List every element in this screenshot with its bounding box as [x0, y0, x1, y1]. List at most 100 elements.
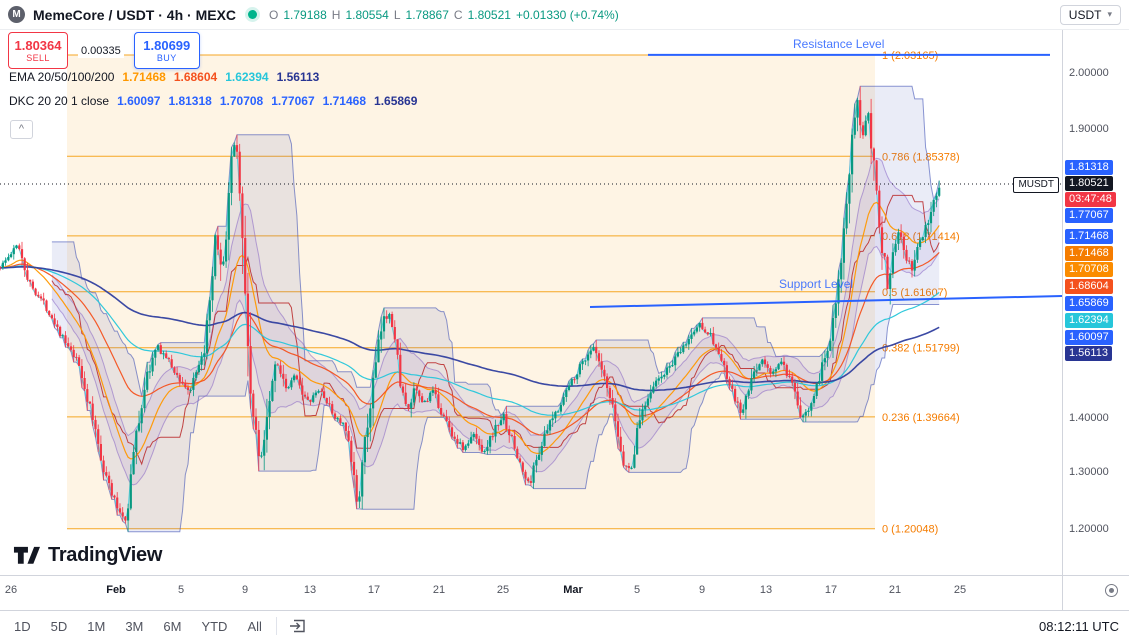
indicator-legend-row[interactable]: DKC 20 20 1 close 1.60097 1.81318 1.70708 1.… — [9, 94, 417, 108]
svg-text:0 (1.20048): 0 (1.20048) — [882, 524, 938, 536]
candlesticks[interactable] — [0, 86, 941, 532]
time-axis-label: 13 — [303, 584, 317, 596]
indicator-value: 1.65869 — [374, 94, 418, 108]
price-tag[interactable]: 1.71468 — [1065, 229, 1113, 244]
go-to-date-button[interactable] — [287, 615, 309, 637]
sell-button[interactable]: 1.80364 SELL — [8, 32, 68, 69]
high-label: H — [331, 7, 341, 22]
indicator-value: 1.56113 — [276, 70, 320, 84]
axis-settings-icon[interactable] — [1105, 584, 1118, 597]
price-tag[interactable]: 1.56113 — [1065, 346, 1112, 361]
high-value: 1.80554 — [345, 7, 389, 22]
chart-canvas[interactable]: 1 (2.03165)0.786 (1.85378)0.618 (1.71414… — [0, 30, 1062, 575]
low-label: L — [393, 7, 401, 22]
ohlc-values: O 1.79188 H 1.80554 L 1.78867 C 1.80521 … — [269, 8, 619, 22]
range-button-ytd[interactable]: YTD — [191, 615, 237, 638]
symbol-price-pill: MUSDT — [1013, 177, 1059, 193]
indicator-name: EMA 20/50/100/200 — [9, 70, 115, 84]
chart-topbar: M MemeCore / USDT · 4h · MEXC O 1.79188 … — [0, 0, 1129, 30]
tradingview-wordmark: TradingView — [48, 544, 163, 566]
candle-countdown-tag: 03:47:48 — [1065, 192, 1116, 207]
price-tag[interactable]: 1.60097 — [1065, 330, 1113, 345]
go-to-date-icon — [289, 619, 305, 633]
indicator-legend: EMA 20/50/100/200 1.71468 1.68604 1.62394 1.… — [9, 70, 417, 108]
symbol-title[interactable]: MemeCore / USDT · 4h · MEXC — [33, 6, 237, 23]
tradingview-logo[interactable]: TradingView — [12, 542, 162, 569]
collapse-indicators-button[interactable]: ^ — [10, 120, 33, 139]
time-axis-label: 26 — [4, 584, 18, 596]
svg-text:Support Level: Support Level — [779, 277, 853, 291]
symbol-logo-icon[interactable]: M — [8, 6, 25, 23]
time-axis-label: 17 — [367, 584, 381, 596]
price-tag[interactable]: 1.77067 — [1065, 208, 1113, 223]
indicator-value: 1.71468 — [122, 70, 166, 84]
indicator-value: 1.81318 — [168, 94, 212, 108]
svg-text:0.382 (1.51799): 0.382 (1.51799) — [882, 343, 960, 355]
ema-lines[interactable] — [0, 100, 940, 522]
time-axis-label: Mar — [563, 584, 583, 596]
time-axis-label: 25 — [953, 584, 967, 596]
utc-clock[interactable]: 08:12:11 UTC — [1039, 618, 1119, 634]
currency-value: USDT — [1068, 7, 1102, 22]
chevron-down-icon: ▾ — [1107, 9, 1112, 19]
range-button-3m[interactable]: 3M — [115, 615, 153, 638]
price-tag[interactable]: 1.65869 — [1065, 296, 1113, 311]
time-axis-label: 5 — [633, 584, 641, 596]
buy-label: BUY — [156, 52, 177, 63]
price-axis-label: 1.90000 — [1069, 123, 1109, 135]
axis-divider — [1062, 576, 1063, 610]
indicator-value: 1.70708 — [219, 94, 264, 108]
svg-text:1 (2.03165): 1 (2.03165) — [882, 50, 938, 62]
price-tag[interactable]: 1.70708 — [1065, 262, 1113, 277]
range-button-5d[interactable]: 5D — [41, 615, 78, 638]
buy-price: 1.80699 — [143, 37, 191, 53]
price-tag[interactable]: 1.81318 — [1065, 160, 1113, 175]
time-axis-label: 21 — [432, 584, 446, 596]
sell-price: 1.80364 — [14, 37, 62, 53]
svg-text:0.236 (1.39664): 0.236 (1.39664) — [882, 412, 960, 424]
svg-text:Resistance Level: Resistance Level — [793, 37, 884, 51]
buy-button[interactable]: 1.80699 BUY — [133, 32, 200, 69]
currency-dropdown[interactable]: USDT ▾ — [1059, 4, 1121, 25]
range-button-6m[interactable]: 6M — [153, 615, 191, 638]
resistance-line[interactable]: Resistance Level — [648, 37, 1050, 56]
indicator-value: 1.77067 — [271, 94, 315, 108]
time-axis-label: 25 — [496, 584, 510, 596]
price-axis-label: 1.40000 — [1069, 412, 1109, 424]
svg-text:0.5 (1.61607): 0.5 (1.61607) — [882, 287, 947, 299]
time-axis-label: 13 — [759, 584, 773, 596]
price-axis-label: 2.00000 — [1069, 67, 1109, 79]
spread-value: 0.00335 — [78, 43, 124, 58]
price-tag[interactable]: 1.71468 — [1065, 246, 1113, 261]
tradingview-mark-icon — [13, 546, 40, 564]
time-axis-label: Feb — [106, 584, 126, 596]
current-price-tag: 1.80521 — [1065, 176, 1113, 191]
fibonacci-retracement[interactable]: 1 (2.03165)0.786 (1.85378)0.618 (1.71414… — [67, 50, 960, 536]
toolbar-divider — [275, 617, 277, 635]
price-axis[interactable]: 1.80521 03:47:48 2.00000 1.90000 1.40000 1.… — [1062, 30, 1129, 575]
open-label: O — [269, 7, 279, 22]
range-button-1m[interactable]: 1M — [77, 615, 115, 638]
time-axis-label: 21 — [888, 584, 902, 596]
indicator-name: DKC 20 20 1 close — [9, 94, 110, 108]
range-button-all[interactable]: All — [237, 615, 271, 638]
indicator-value: 1.60097 — [117, 94, 161, 108]
indicator-value: 1.68604 — [173, 70, 218, 84]
indicator-value: 1.71468 — [322, 94, 367, 108]
range-button-1d[interactable]: 1D — [4, 615, 41, 638]
time-axis-label: 9 — [698, 584, 706, 596]
indicator-value: 1.62394 — [225, 70, 269, 84]
price-axis-label: 1.30000 — [1069, 466, 1109, 478]
price-tag[interactable]: 1.68604 — [1065, 279, 1113, 294]
price-tag[interactable]: 1.62394 — [1065, 313, 1113, 328]
buy-sell-widget: 1.80364 SELL 0.00335 1.80699 BUY — [8, 32, 200, 69]
time-axis-label: 5 — [177, 584, 185, 596]
time-axis[interactable]: 26 Feb 5 9 13 17 21 25 Mar 5 9 13 17 21 25 — [0, 575, 1129, 610]
support-line[interactable]: Support Level — [589, 277, 1062, 308]
market-status-icon[interactable] — [248, 10, 258, 19]
chart-area[interactable]: 1 (2.03165)0.786 (1.85378)0.618 (1.71414… — [0, 30, 1062, 575]
svg-text:0.786 (1.85378): 0.786 (1.85378) — [882, 151, 960, 163]
indicator-legend-row[interactable]: EMA 20/50/100/200 1.71468 1.68604 1.62394 1.… — [9, 70, 417, 84]
close-value: 1.80521 — [467, 7, 511, 22]
